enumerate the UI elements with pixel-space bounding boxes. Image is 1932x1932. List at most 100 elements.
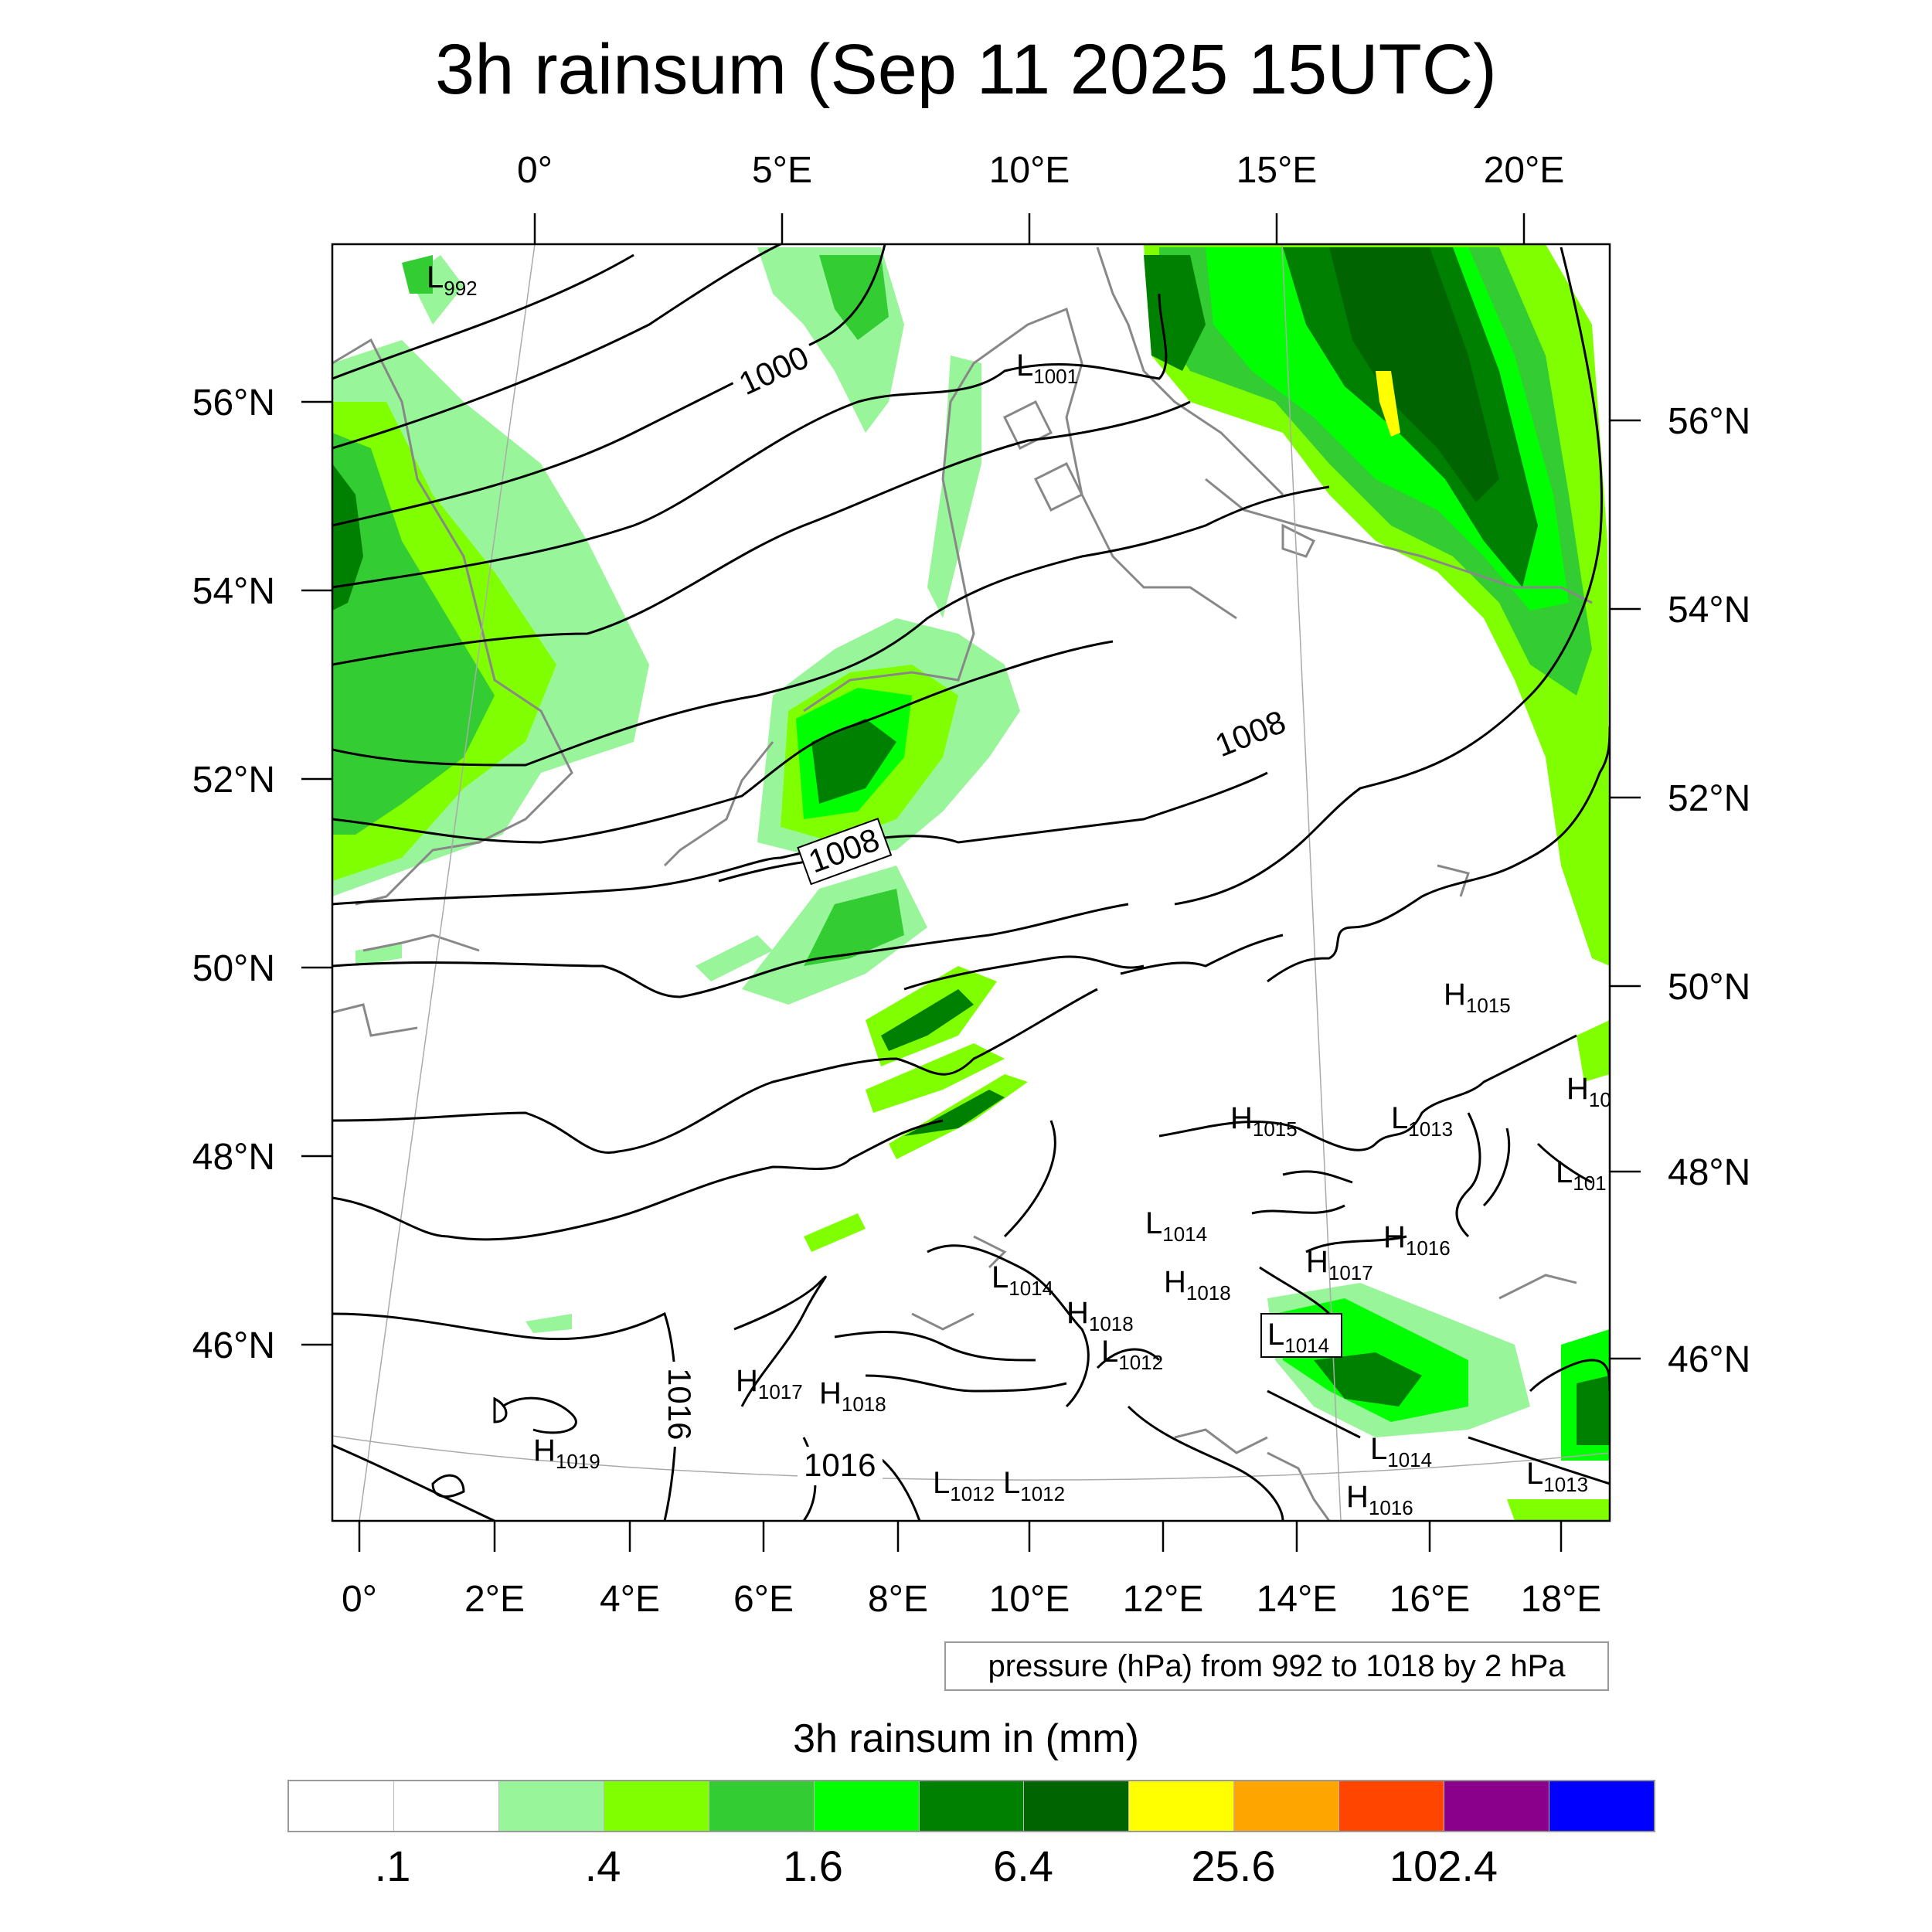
colorbar-labels: .1 .4 1.6 6.4 25.6 102.4 (287, 1841, 1655, 1895)
rain-area-se-bottom (1507, 1499, 1610, 1521)
pressure-center-label: H1017 (1306, 1245, 1373, 1284)
isobar-labels: 1000 1008 1008 1016 1016 (659, 335, 1298, 1485)
pressure-center-label: H1015 (1444, 978, 1511, 1017)
pressure-center-label: H1016 (1346, 1480, 1413, 1519)
rain-area-baltic-yellow (1376, 371, 1400, 437)
pressure-center-label: H1017 (736, 1364, 803, 1403)
colorbar-swatch (1444, 1781, 1550, 1831)
colorbar-swatch (919, 1781, 1025, 1831)
bottom-lon-label: 18°E (1521, 1579, 1602, 1620)
rain-area-central-2-dark (881, 989, 974, 1051)
isobar-label-group: 1016 (798, 1447, 883, 1485)
right-lat-label: 46°N (1668, 1339, 1750, 1380)
bottom-lon-label: 0° (342, 1579, 377, 1620)
rain-area-denmark-coast (927, 355, 981, 618)
graticule (332, 244, 1610, 1521)
right-lat-label: 52°N (1668, 778, 1750, 819)
right-lat-label: 56°N (1668, 401, 1750, 442)
pressure-center-box (1260, 1313, 1342, 1358)
map-title: 3h rainsum (Sep 11 2025 15UTC) (435, 30, 1497, 109)
pressure-center-label: L1014 (1267, 1318, 1329, 1357)
pressure-center-label: H1016 (1383, 1220, 1451, 1260)
pressure-center-label: L1012 (933, 1466, 995, 1505)
colorbar-swatch (289, 1781, 394, 1831)
pressure-center-label: L1012 (1003, 1466, 1065, 1505)
left-lat-label: 54°N (192, 571, 275, 612)
rain-area-england-mid (332, 433, 495, 835)
pressure-center-label: H1018 (1164, 1265, 1231, 1304)
left-lat-label: 56°N (192, 383, 275, 423)
pressure-center-label: L1013 (1526, 1457, 1588, 1496)
top-lon-label: 5°E (752, 150, 812, 191)
left-lat-labels: 56°N 54°N 52°N 50°N 48°N 46°N (192, 383, 275, 1366)
pressure-center-label: L1014 (1145, 1206, 1207, 1246)
bottom-lon-label: 12°E (1123, 1579, 1204, 1620)
colorbar-swatch (1024, 1781, 1130, 1831)
pressure-center-label: H1019 (533, 1434, 600, 1473)
bottom-lon-label: 10°E (989, 1579, 1070, 1620)
colorbar (287, 1780, 1655, 1832)
rain-area-northsea-streak2 (402, 255, 433, 294)
bottom-lon-labels: 0° 2°E 4°E 6°E 8°E 10°E 12°E 14°E 16°E 1… (342, 1579, 1601, 1620)
rain-area-central-5 (804, 1213, 866, 1252)
pressure-center-label: L992 (427, 260, 478, 300)
contour-info-box: pressure (hPa) from 992 to 1018 by 2 hPa (944, 1641, 1609, 1691)
bottom-lon-label: 4°E (600, 1579, 660, 1620)
pressure-center-label: H1018 (1066, 1296, 1134, 1335)
pressure-center-label: H1015 (1230, 1101, 1298, 1141)
tick-marks (301, 213, 1641, 1552)
top-lon-label: 0° (517, 150, 553, 191)
colorbar-label: .4 (584, 1842, 621, 1890)
left-lat-label: 46°N (192, 1325, 275, 1366)
bottom-lon-label: 16°E (1389, 1579, 1471, 1620)
colorbar-swatch (1549, 1781, 1654, 1831)
top-lon-label: 10°E (989, 150, 1070, 191)
pressure-center-label: H1018 (819, 1376, 886, 1416)
bottom-lon-label: 2°E (464, 1579, 525, 1620)
plot-frame (331, 243, 1611, 1522)
pressure-center-label: L1013 (1391, 1101, 1453, 1141)
bottom-lon-label: 6°E (733, 1579, 794, 1620)
rain-area-west-patch2 (526, 1314, 572, 1333)
rain-area-baltic-darkest (1329, 247, 1499, 502)
rain-area-central-3 (866, 1043, 1005, 1113)
rain-area-netherlands-dark (811, 719, 896, 804)
left-lat-label: 48°N (192, 1137, 275, 1178)
colorbar-swatch (709, 1781, 815, 1831)
left-lat-label: 52°N (192, 760, 275, 801)
bottom-lon-label: 14°E (1257, 1579, 1338, 1620)
pressure-center-label: L101 (1556, 1155, 1607, 1195)
isobar-label: 1016 (662, 1368, 698, 1440)
pressure-center-label: L1014 (1370, 1432, 1432, 1471)
pressure-centers: L992 L1001 H1015 H10 H1015 L1013 L101 L1… (427, 260, 1611, 1519)
colorbar-swatch (1129, 1781, 1235, 1831)
rain-area-central-6 (696, 935, 773, 981)
rain-area-central-1-mid (804, 889, 904, 966)
rain-field (332, 244, 1610, 1521)
pressure-center-label: L1012 (1101, 1335, 1163, 1374)
pressure-center-label: H10 (1566, 1072, 1611, 1111)
pressure-center-label: L1001 (1016, 349, 1078, 388)
pressure-center-label: L1014 (992, 1260, 1053, 1300)
colorbar-swatch (498, 1781, 604, 1831)
top-lon-labels: 0° 5°E 10°E 15°E 20°E (517, 150, 1564, 191)
bottom-lon-label: 8°E (868, 1579, 928, 1620)
right-lat-label: 50°N (1668, 967, 1750, 1008)
rain-area-slovenia-dark (1314, 1352, 1422, 1406)
colorbar-swatch (1339, 1781, 1445, 1831)
rain-area-northsea-top-mid (819, 255, 889, 340)
colorbar-label: .1 (374, 1842, 411, 1890)
colorbar-swatch (604, 1781, 709, 1831)
rain-area-england-dark (332, 464, 363, 611)
top-lon-label: 15°E (1236, 150, 1318, 191)
colorbar-swatch (1234, 1781, 1340, 1831)
colorbar-label: 102.4 (1389, 1842, 1498, 1890)
rain-area-poland-edge (1577, 1020, 1610, 1082)
rain-area-sweden-dark (1144, 255, 1206, 371)
colorbar-label: 1.6 (783, 1842, 843, 1890)
colorbar-label: 6.4 (993, 1842, 1053, 1890)
colorbar-swatch (393, 1781, 499, 1831)
colorbar-label: 25.6 (1191, 1842, 1276, 1890)
isobar-label-group: 1016 (659, 1362, 698, 1447)
colorbar-title: 3h rainsum in (mm) (793, 1716, 1139, 1761)
